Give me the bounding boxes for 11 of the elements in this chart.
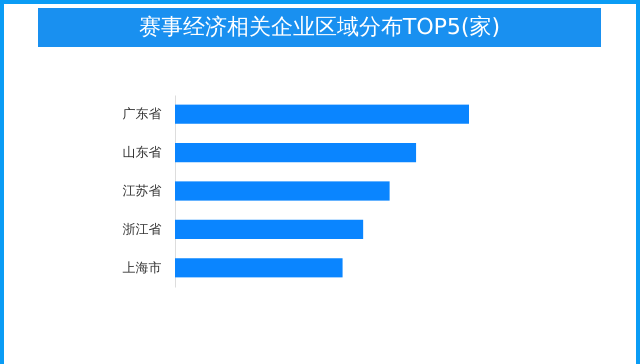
bar (175, 104, 469, 124)
y-tick-label: 山东省 (122, 146, 162, 161)
bar (175, 258, 343, 278)
bar (175, 143, 416, 162)
chart-title: 赛事经济相关企业区域分布TOP5(家) (38, 8, 601, 47)
y-tick-label: 广东省 (122, 107, 162, 122)
y-tick-label: 浙江省 (122, 222, 162, 238)
y-tick-label: 上海市 (122, 260, 162, 276)
bar (175, 220, 364, 239)
y-tick-label: 江苏省 (122, 184, 162, 199)
bar (175, 181, 390, 201)
